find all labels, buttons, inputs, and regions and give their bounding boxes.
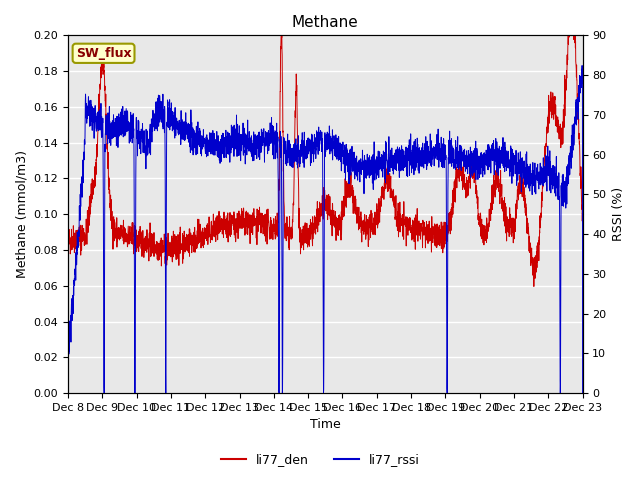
li77_rssi <box>513 159 521 165</box>
Title: Methane: Methane <box>292 15 358 30</box>
li77_rssi <box>579 390 586 396</box>
li77_den <box>513 199 521 205</box>
Line: li77_rssi: li77_rssi <box>68 66 582 393</box>
li77_rssi <box>100 390 108 396</box>
X-axis label: Time: Time <box>310 419 340 432</box>
li77_den <box>154 256 161 262</box>
li77_rssi <box>154 128 161 134</box>
li77_rssi <box>579 63 586 69</box>
li77_rssi <box>569 132 577 137</box>
li77_rssi <box>284 160 292 166</box>
Legend: li77_den, li77_rssi: li77_den, li77_rssi <box>216 448 424 471</box>
li77_den <box>569 24 577 29</box>
li77_den <box>262 230 269 236</box>
li77_den <box>565 24 573 29</box>
li77_den <box>64 235 72 240</box>
li77_den <box>530 284 538 289</box>
Line: li77_den: li77_den <box>68 26 582 287</box>
Y-axis label: RSSI (%): RSSI (%) <box>612 187 625 241</box>
li77_rssi <box>262 129 269 134</box>
li77_rssi <box>123 111 131 117</box>
Y-axis label: Methane (mmol/m3): Methane (mmol/m3) <box>15 150 28 278</box>
li77_den <box>284 230 291 236</box>
li77_den <box>579 216 586 222</box>
li77_den <box>123 231 131 237</box>
li77_rssi <box>64 366 72 372</box>
Text: SW_flux: SW_flux <box>76 47 131 60</box>
